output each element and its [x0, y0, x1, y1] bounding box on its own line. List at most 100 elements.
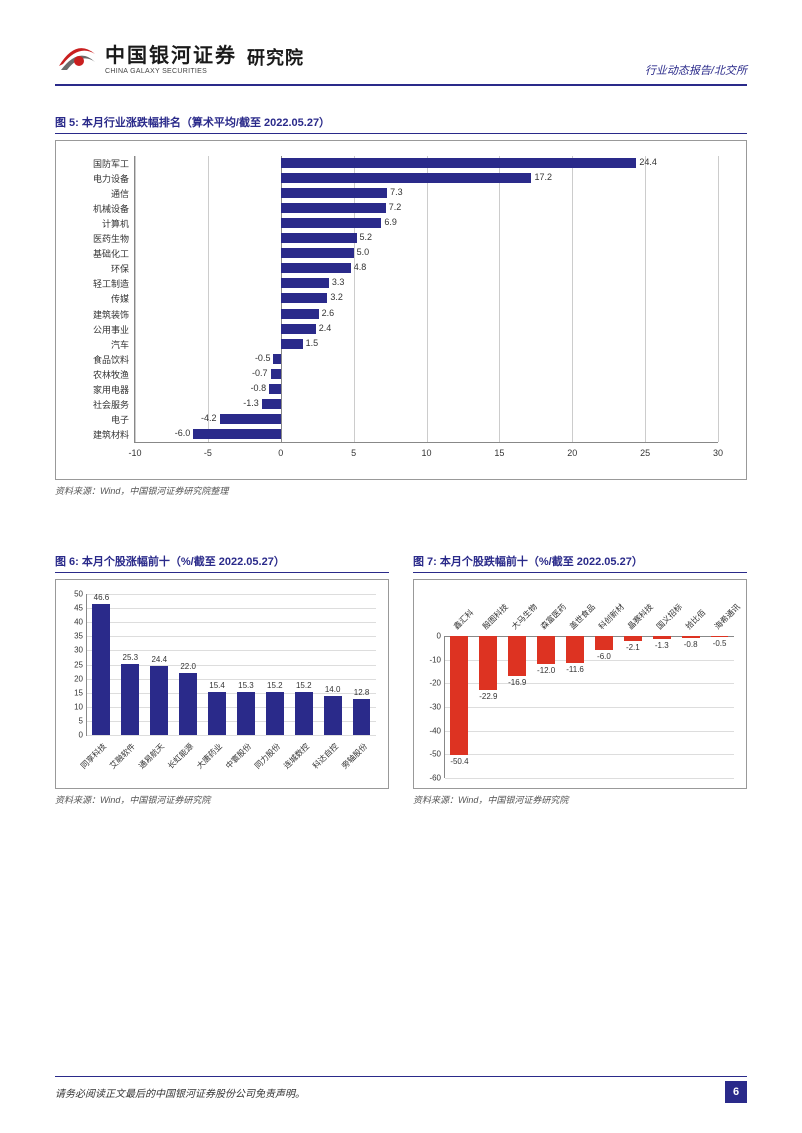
chart5-category-label: 建筑装饰: [65, 308, 129, 321]
chart5-bar: [281, 248, 354, 258]
chart6-category-label: 长虹能源: [166, 741, 196, 771]
chart6-bar: [92, 604, 110, 735]
chart7-category-label: 鑫汇科: [452, 607, 477, 632]
chart6-value-label: 14.0: [325, 685, 341, 694]
chart7-value-label: -22.9: [479, 692, 497, 701]
chart7-bar: [479, 636, 497, 690]
chart6-ytick: 0: [65, 731, 83, 740]
chart5-box: -10-5051015202530国防军工24.4电力设备17.2通信7.3机械…: [55, 140, 747, 480]
chart5-bar: [271, 369, 281, 379]
chart7-ytick: 0: [423, 632, 441, 641]
chart6-bar: [150, 666, 168, 735]
chart7-category-label: 森富医药: [538, 602, 568, 632]
chart6-value-label: 12.8: [354, 688, 370, 697]
chart7-category-label: 拾比佰: [683, 607, 708, 632]
chart5-xtick: 25: [640, 448, 650, 458]
chart6-value-label: 15.3: [238, 681, 254, 690]
chart5-category-label: 基础化工: [65, 247, 129, 260]
chart5-category-label: 环保: [65, 262, 129, 275]
chart6-ytick: 25: [65, 660, 83, 669]
chart6-category-label: 旁轴股份: [339, 741, 369, 771]
chart6-bar: [121, 664, 139, 735]
chart5-value-label: 2.6: [322, 308, 335, 318]
chart6-bar: [179, 673, 197, 735]
chart5-value-label: 17.2: [534, 172, 552, 182]
chart6-ytick: 20: [65, 674, 83, 683]
page-footer: 请务必阅读正文最后的中国银河证券股份公司免责声明。 6: [55, 1076, 747, 1103]
chart6-ytick: 10: [65, 702, 83, 711]
chart5-value-label: 7.3: [390, 187, 403, 197]
chart7-bar: [682, 636, 700, 638]
footer-text: 请务必阅读正文最后的中国银河证券股份公司免责声明。: [55, 1085, 305, 1100]
chart5-category-label: 国防军工: [65, 157, 129, 170]
chart5-bar: [281, 309, 319, 319]
chart5-value-label: -0.7: [252, 368, 268, 378]
chart6-category-label: 大唐药业: [194, 741, 224, 771]
chart7-category-label: 海希通讯: [712, 602, 742, 632]
charts-row: 图 6: 本月个股涨幅前十（%/截至 2022.05.27） 051015202…: [55, 525, 747, 806]
institute-text: 研究院: [247, 44, 304, 70]
chart6-ytick: 5: [65, 716, 83, 725]
chart5-bar: [281, 233, 357, 243]
chart5-title: 图 5: 本月行业涨跌幅排名（算术平均/截至 2022.05.27）: [55, 114, 747, 134]
chart6-value-label: 15.4: [209, 681, 225, 690]
chart6-ytick: 45: [65, 604, 83, 613]
chart5-bar: [281, 203, 386, 213]
chart6-category-label: 连城数控: [281, 741, 311, 771]
chart6-value-label: 15.2: [296, 681, 312, 690]
chart7-bar: [508, 636, 526, 676]
chart7-category-label: 国义招标: [654, 602, 684, 632]
chart6-bar: [353, 699, 371, 735]
chart7-ytick: -10: [423, 655, 441, 664]
chart5-category-label: 计算机: [65, 217, 129, 230]
header-right-text: 行业动态报告/北交所: [645, 62, 747, 78]
chart5-category-label: 社会服务: [65, 398, 129, 411]
chart5-bar: [281, 263, 351, 273]
chart7-ytick: -60: [423, 774, 441, 783]
chart7-value-label: -2.1: [626, 643, 640, 652]
chart5-value-label: 5.0: [357, 247, 370, 257]
chart7-category-label: 科创新材: [596, 602, 626, 632]
chart5-bar: [281, 173, 532, 183]
chart5-category-label: 机械设备: [65, 202, 129, 215]
chart5-bar: [281, 218, 382, 228]
chart5-xtick: 15: [494, 448, 504, 458]
chart5-value-label: 7.2: [389, 202, 402, 212]
page-header: 中国银河证券 CHINA GALAXY SECURITIES 研究院 行业动态报…: [55, 30, 747, 86]
chart6-value-label: 24.4: [151, 655, 167, 664]
chart5-value-label: -1.3: [243, 398, 259, 408]
chart5-bar: [281, 293, 328, 303]
chart6-bar: [324, 696, 342, 735]
chart5-source: 资料来源：Wind，中国银河证券研究院整理: [55, 484, 747, 497]
chart7-bar: [537, 636, 555, 664]
chart5-bar: [281, 278, 329, 288]
chart6-category-label: 同享科技: [79, 741, 109, 771]
chart5-value-label: 24.4: [639, 157, 657, 167]
chart6-value-label: 15.2: [267, 681, 283, 690]
chart7-bar: [624, 636, 642, 641]
chart6-ytick: 40: [65, 618, 83, 627]
chart6-ytick: 50: [65, 590, 83, 599]
chart5-category-label: 轻工制造: [65, 277, 129, 290]
chart5-value-label: 3.2: [330, 292, 343, 302]
chart6-ytick: 15: [65, 688, 83, 697]
chart6-category-label: 通易航天: [137, 741, 167, 771]
chart5-bar: [281, 324, 316, 334]
chart7-bar: [653, 636, 671, 639]
chart5-value-label: -0.8: [251, 383, 267, 393]
chart7-bar: [450, 636, 468, 755]
chart5-value-label: 6.9: [384, 217, 397, 227]
chart7-value-label: -1.3: [655, 641, 669, 650]
chart7-ytick: -50: [423, 750, 441, 759]
chart6-box: 0510152025303540455046.6同享科技25.3艾融软件24.4…: [55, 579, 389, 789]
chart7-ytick: -20: [423, 679, 441, 688]
chart5-value-label: -6.0: [175, 428, 191, 438]
chart7-value-label: -11.6: [566, 665, 584, 674]
chart5-value-label: 3.3: [332, 277, 345, 287]
chart5-bar: [220, 414, 281, 424]
chart5-xtick: 5: [351, 448, 356, 458]
chart7-value-label: -6.0: [597, 652, 611, 661]
chart7-box: -60-50-40-30-20-100-50.4鑫汇科-22.9殷图科技-16.…: [413, 579, 747, 789]
chart7-title: 图 7: 本月个股跌幅前十（%/截至 2022.05.27）: [413, 553, 747, 573]
chart6-category-label: 艾融软件: [108, 741, 138, 771]
